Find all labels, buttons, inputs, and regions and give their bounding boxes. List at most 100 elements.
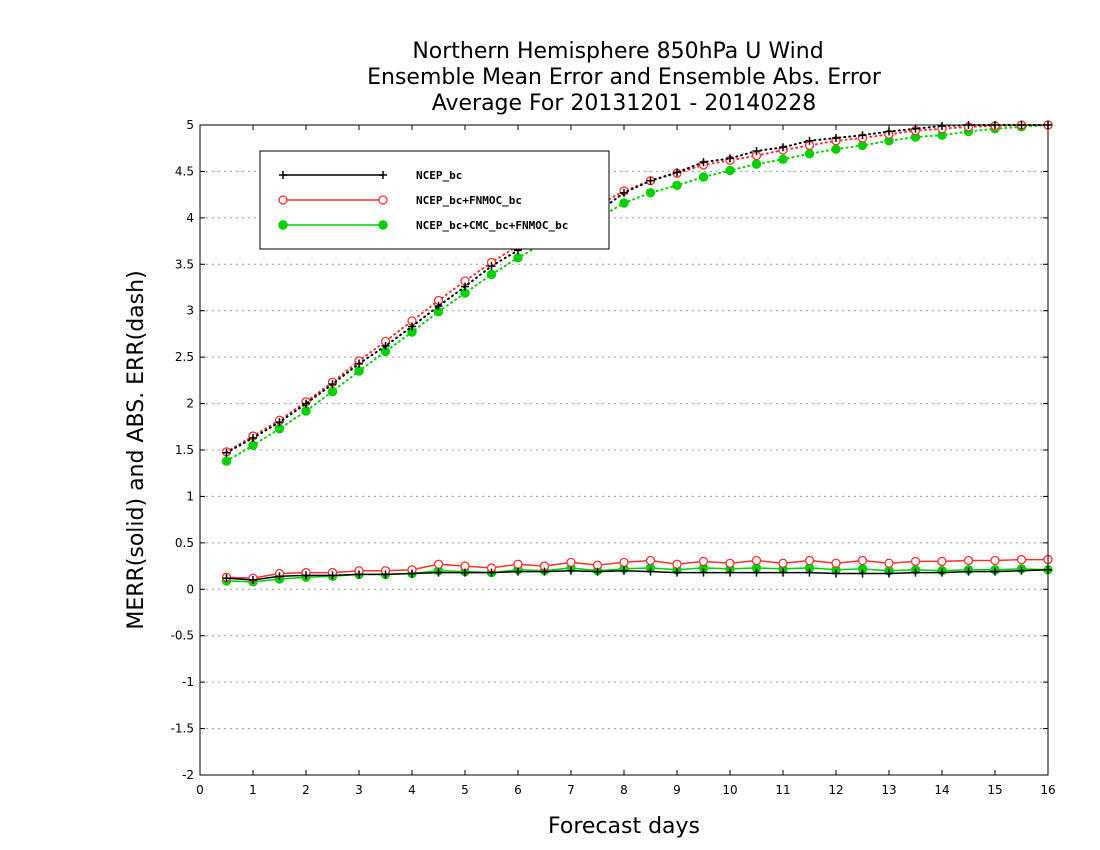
legend-label-1: NCEP_bc+FNMOC_bc [416,194,522,207]
abs-err-point [301,406,311,416]
merr-point [699,568,708,577]
abs-err-point [355,359,363,368]
y-tick-label: 0 [186,582,194,596]
abs-err-point [858,131,867,140]
merr-point [355,570,363,579]
merr-point [726,568,734,577]
x-tick-label: 1 [249,783,257,797]
merr-point [991,567,999,576]
merr-point [487,568,496,577]
legend: NCEP_bc NCEP_bc+FNMOC_bc NCEP_bc+CMC_bc+FN… [259,150,610,250]
merr-line [226,569,1049,581]
merr-point [302,571,310,580]
y-tick-label: 5 [186,118,194,132]
legend-marker [378,220,388,230]
merr-point [831,558,841,568]
abs-err-point [327,386,338,397]
merr-point [593,567,602,576]
abs-err-point [381,342,390,350]
x-tick-label: 0 [196,783,204,797]
abs-err-point [751,159,762,169]
merr-point [513,559,523,569]
merr-point [1016,554,1027,565]
y-tick-label: 1.5 [175,443,194,457]
abs-err-point [248,440,258,451]
merr-point [964,567,973,576]
x-tick-label: 8 [620,783,628,797]
abs-err-point [275,418,284,427]
y-tick-label: 1 [186,489,194,503]
abs-err-point [804,149,815,159]
merr-point [672,559,682,569]
abs-err-point [645,188,656,198]
merr-point [804,555,815,566]
merr-point [805,568,814,577]
abs-err-point [328,380,337,389]
abs-err-point [752,147,761,155]
x-tick-label: 13 [881,783,896,797]
x-tick-label: 7 [567,783,575,797]
merr-point [434,568,443,577]
y-tick-label: 0.5 [175,536,194,550]
merr-point [779,568,787,577]
abs-err-point [779,143,787,152]
merr-point [937,556,947,567]
merr-point [858,569,867,578]
abs-err-point [805,136,814,145]
y-tick-label: -2 [182,768,194,782]
x-tick-label: 5 [461,783,469,797]
y-tick-label: -0.5 [171,629,194,643]
abs-err-point [778,154,788,165]
merr-point [752,568,761,577]
x-tick-label: 11 [775,783,790,797]
abs-err-point [221,456,232,466]
merr-point [645,555,656,566]
merr-point [381,570,390,579]
merr-point [698,556,709,567]
merr-point [433,559,444,569]
merr-point [751,555,762,566]
legend-marker [379,171,387,179]
merr-point [328,571,337,580]
abs-err-point [302,399,310,408]
merr-point [249,576,257,584]
plot-frame [199,124,1049,776]
y-tick-label: 2 [186,397,194,411]
merr-point [884,558,894,568]
merr-point [910,556,921,567]
abs-err-point [938,121,946,130]
merr-point [567,566,575,575]
title-line-3: Average For 20131201 - 20140228 [432,91,817,116]
x-axis-label: Forecast days [548,814,700,839]
legend-label-2: NCEP_bc+CMC_bc+FNMOC_bc [416,219,568,232]
series-0 [222,121,1052,584]
abs-err-point [354,366,364,376]
merr-point [963,555,974,566]
y-tick-label: 2.5 [175,350,194,364]
abs-err-point [698,172,709,182]
merr-point [911,568,920,577]
abs-err-point [434,302,443,311]
merr-point [619,557,629,568]
merr-point [540,567,549,576]
y-tick-label: 3 [186,304,194,318]
legend-label-0: NCEP_bc [416,169,462,182]
title-line-1: Northern Hemisphere 850hPa U Wind [412,39,823,64]
x-tick-label: 4 [408,783,416,797]
abs-err-point [486,269,497,280]
y-tick-label: 4.5 [175,164,194,178]
x-tick-label: 6 [514,783,522,797]
y-axis-label: MERR(solid) and ABS. ERR(dash) [124,270,149,629]
merr-point [461,568,469,577]
merr-point [778,558,788,568]
abs-err-point [619,198,629,208]
x-tick-label: 16 [1040,783,1055,797]
legend-marker [278,195,288,205]
abs-err-point [249,433,257,442]
x-tick-label: 14 [934,783,949,797]
x-tick-label: 10 [722,783,737,797]
x-tick-label: 9 [673,783,681,797]
abs-err-point [513,253,523,263]
abs-err-point [885,127,893,136]
